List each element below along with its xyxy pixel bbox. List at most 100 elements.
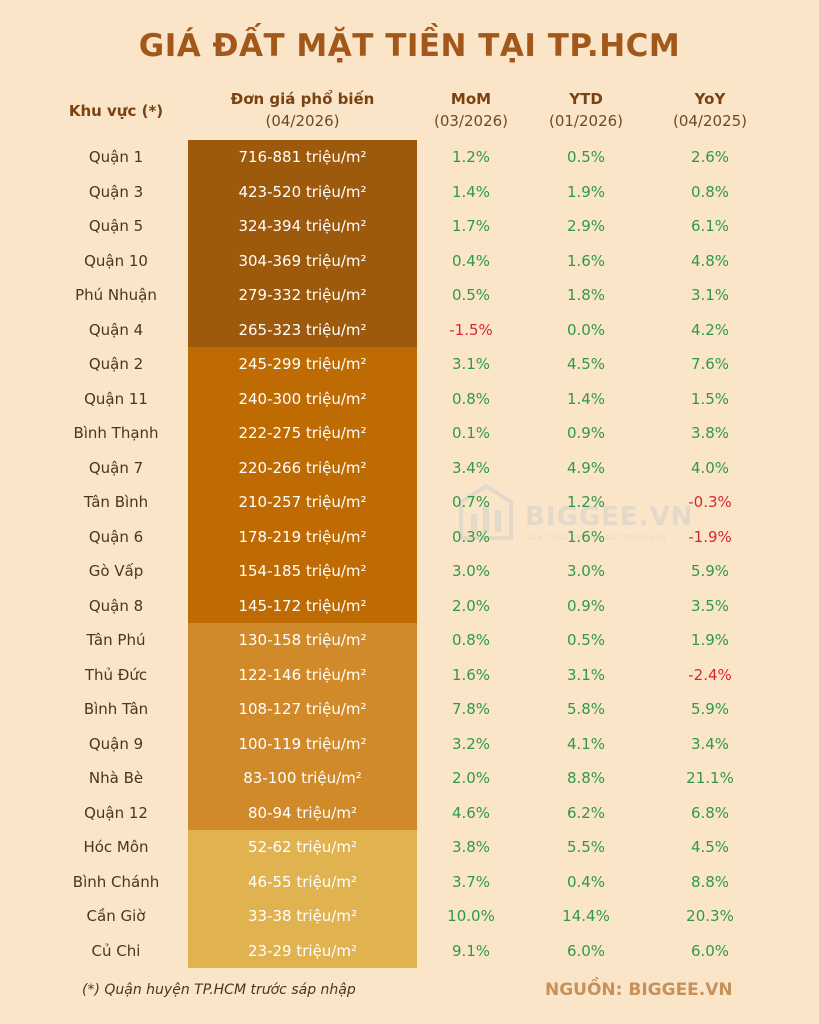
mom-cell: 1.6% (451, 665, 491, 684)
price-cell: 178-219 triệu/m² (238, 527, 367, 546)
area-cell: Bình Tân (83, 700, 149, 718)
table-row: Tân Phú 130-158 triệu/m² 0.8% 0.5% 1.9% (0, 623, 819, 658)
table-row: Quận 6 178-219 triệu/m² 0.3% 1.6% -1.9% (0, 520, 819, 555)
area-cell: Quận 12 (84, 803, 148, 822)
ytd-cell: 5.5% (566, 838, 606, 856)
ytd-cell: 4.9% (566, 458, 606, 477)
header-price-sub: (04/2026) (265, 112, 340, 130)
ytd-cell: 8.8% (566, 769, 606, 787)
mom-cell: 0.1% (451, 424, 491, 442)
mom-cell: 3.8% (451, 838, 491, 856)
mom-cell: 10.0% (447, 907, 495, 925)
table-row: Quận 12 80-94 triệu/m² 4.6% 6.2% 6.8% (0, 796, 819, 831)
ytd-cell: 4.5% (566, 355, 606, 373)
source-credit: NGUỒN: BIGGEE.VN (545, 980, 733, 1000)
price-cell: 33-38 triệu/m² (248, 907, 357, 925)
area-cell: Quận 8 (88, 596, 144, 615)
area-cell: Quận 3 (88, 182, 144, 201)
yoy-cell: 6.0% (690, 941, 730, 960)
header-yoy: YoY (04/2025) (650, 88, 770, 132)
header-ytd: YTD (01/2026) (530, 88, 642, 132)
price-cell: 222-275 triệu/m² (238, 424, 367, 442)
price-cell: 100-119 triệu/m² (238, 734, 367, 753)
table-row: Quận 11 240-300 triệu/m² 0.8% 1.4% 1.5% (0, 382, 819, 417)
mom-cell: 0.3% (451, 527, 491, 546)
table-row: Quận 5 324-394 triệu/m² 1.7% 2.9% 6.1% (0, 209, 819, 244)
price-cell: 279-332 triệu/m² (238, 286, 367, 304)
price-cell: 122-146 triệu/m² (238, 665, 367, 684)
yoy-cell: 4.0% (690, 458, 730, 477)
yoy-cell: 5.9% (690, 562, 730, 580)
table-row: Củ Chi 23-29 triệu/m² 9.1% 6.0% 6.0% (0, 934, 819, 969)
area-cell: Quận 4 (88, 320, 144, 339)
price-cell: 716-881 triệu/m² (238, 148, 367, 166)
price-cell: 108-127 triệu/m² (238, 700, 367, 718)
mom-cell: 4.6% (451, 803, 491, 822)
area-cell: Tân Bình (83, 493, 149, 511)
building-chart-icon (459, 483, 513, 540)
table-row: Quận 3 423-520 triệu/m² 1.4% 1.9% 0.8% (0, 175, 819, 210)
ytd-cell: 1.2% (566, 493, 606, 511)
price-cell: 46-55 triệu/m² (248, 872, 357, 891)
mom-cell: 3.7% (451, 872, 491, 891)
ytd-cell: 0.9% (566, 596, 606, 615)
yoy-cell: -0.3% (688, 493, 732, 511)
mom-cell: 1.4% (451, 182, 491, 201)
ytd-cell: 1.9% (566, 182, 606, 201)
table-row: Gò Vấp 154-185 triệu/m² 3.0% 3.0% 5.9% (0, 554, 819, 589)
header-mom-label: MoM (450, 90, 492, 108)
table-row: Bình Tân 108-127 triệu/m² 7.8% 5.8% 5.9% (0, 692, 819, 727)
yoy-cell: 3.1% (690, 286, 730, 304)
ytd-cell: 0.4% (566, 872, 606, 891)
mom-cell: 1.7% (451, 217, 491, 235)
area-cell: Cần Giờ (86, 907, 146, 925)
mom-cell: 3.1% (451, 355, 491, 373)
header-area-label: Khu vực (*) (68, 102, 164, 120)
area-cell: Quận 6 (88, 527, 144, 546)
table-row: Cần Giờ 33-38 triệu/m² 10.0% 14.4% 20.3% (0, 899, 819, 934)
yoy-cell: -2.4% (688, 665, 732, 684)
price-band-3 (188, 623, 417, 830)
yoy-cell: 3.4% (690, 734, 730, 753)
price-cell: 423-520 triệu/m² (238, 182, 367, 201)
area-cell: Tân Phú (86, 631, 146, 649)
yoy-cell: 6.8% (690, 803, 730, 822)
table-row: Bình Chánh 46-55 triệu/m² 3.7% 0.4% 8.8% (0, 865, 819, 900)
yoy-cell: 4.8% (690, 251, 730, 270)
area-cell: Quận 5 (88, 217, 144, 235)
ytd-cell: 1.6% (566, 527, 606, 546)
watermark-tagline: NỀN TẢNG DỮ LIỆU BẤT ĐỘNG SẢN (527, 534, 667, 542)
mom-cell: 0.7% (451, 493, 491, 511)
yoy-cell: 21.1% (686, 769, 734, 787)
watermark-brand: BIGGEE.VN (525, 502, 694, 532)
price-cell: 154-185 triệu/m² (238, 562, 367, 580)
mom-cell: 9.1% (451, 941, 491, 960)
yoy-cell: 4.5% (690, 838, 730, 856)
table-row: Hóc Môn 52-62 triệu/m² 3.8% 5.5% 4.5% (0, 830, 819, 865)
area-cell: Bình Thạnh (73, 424, 159, 442)
table-row: Quận 7 220-266 triệu/m² 3.4% 4.9% 4.0% (0, 451, 819, 486)
yoy-cell: 3.5% (690, 596, 730, 615)
table-row: Tân Bình 210-257 triệu/m² 0.7% 1.2% -0.3% (0, 485, 819, 520)
price-cell: 265-323 triệu/m² (238, 320, 367, 339)
yoy-cell: 1.9% (690, 631, 730, 649)
mom-cell: 3.0% (451, 562, 491, 580)
area-cell: Quận 2 (88, 355, 144, 373)
header-yoy-sub: (04/2025) (672, 112, 748, 130)
price-band-2 (188, 347, 417, 623)
area-cell: Gò Vấp (88, 562, 144, 580)
ytd-cell: 0.5% (566, 631, 606, 649)
yoy-cell: 0.8% (690, 182, 730, 201)
mom-cell: 2.0% (451, 769, 491, 787)
mom-cell: 7.8% (451, 700, 491, 718)
area-cell: Quận 1 (88, 148, 144, 166)
mom-cell: 0.8% (451, 631, 491, 649)
price-cell: 52-62 triệu/m² (248, 838, 357, 856)
yoy-cell: 3.8% (690, 424, 730, 442)
price-cell: 220-266 triệu/m² (238, 458, 367, 477)
mom-cell: 0.5% (451, 286, 491, 304)
mom-cell: -1.5% (449, 320, 493, 339)
yoy-cell: 8.8% (690, 872, 730, 891)
mom-cell: 2.0% (451, 596, 491, 615)
ytd-cell: 1.4% (566, 389, 606, 408)
